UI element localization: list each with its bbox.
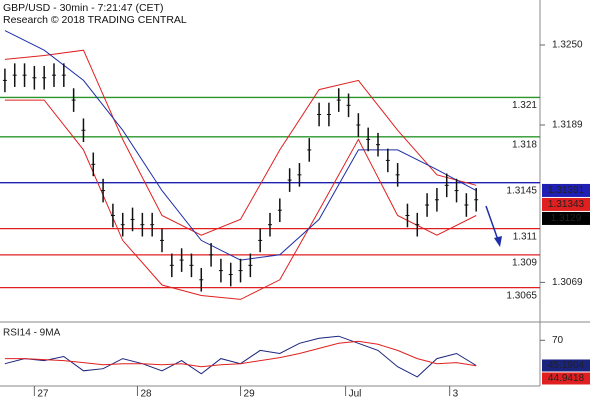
forecast-arrow	[485, 205, 502, 247]
value-marker	[542, 359, 590, 372]
level-label: 1.321	[512, 100, 537, 111]
price-marker	[542, 211, 590, 225]
x-tick-label: 29	[244, 389, 256, 400]
arrow-shaft	[485, 205, 499, 241]
price-marker-label: 1.31391	[548, 185, 585, 196]
series-line	[4, 340, 477, 368]
arrow-head	[494, 236, 502, 247]
value-marker	[542, 372, 590, 385]
plot-layer: 1.3250 1.3189 1.3069 1.321 1.318 1.3145 1.311 1…	[0, 30, 590, 400]
x-tick-label: 28	[140, 389, 152, 400]
level-label: 1.311	[513, 231, 538, 242]
price-marker-label: 1.3129	[551, 213, 582, 224]
level-label: 1.309	[512, 257, 537, 268]
indicator-line	[4, 49, 477, 236]
x-tick-label: 3	[453, 389, 459, 400]
x-tick-label: 27	[37, 389, 49, 400]
x-tick-label: Jul	[349, 389, 362, 400]
price-marker	[542, 183, 590, 197]
value-marker-label: 44.9418	[548, 373, 585, 384]
chart-title: GBP/USD - 30min - 7:21:47 (CET)	[3, 2, 163, 14]
y-tick-label: 1.3250	[552, 40, 583, 51]
y-tick-label: 1.3069	[552, 277, 583, 288]
value-marker-label: 45.1904	[548, 360, 585, 371]
chart-subtitle: Research © 2018 TRADING CENTRAL	[3, 14, 187, 26]
indicator-line	[4, 99, 477, 300]
level-label: 1.3145	[506, 185, 537, 196]
level-label: 1.318	[512, 139, 537, 150]
price-marker-label: 1.31343	[548, 199, 585, 210]
price-marker	[542, 197, 590, 211]
y-tick-label: 70	[552, 335, 564, 346]
y-tick-label: 1.3189	[552, 120, 583, 131]
indicator-title: RSI14 - 9MA	[3, 328, 61, 339]
level-label: 1.3065	[506, 290, 537, 301]
